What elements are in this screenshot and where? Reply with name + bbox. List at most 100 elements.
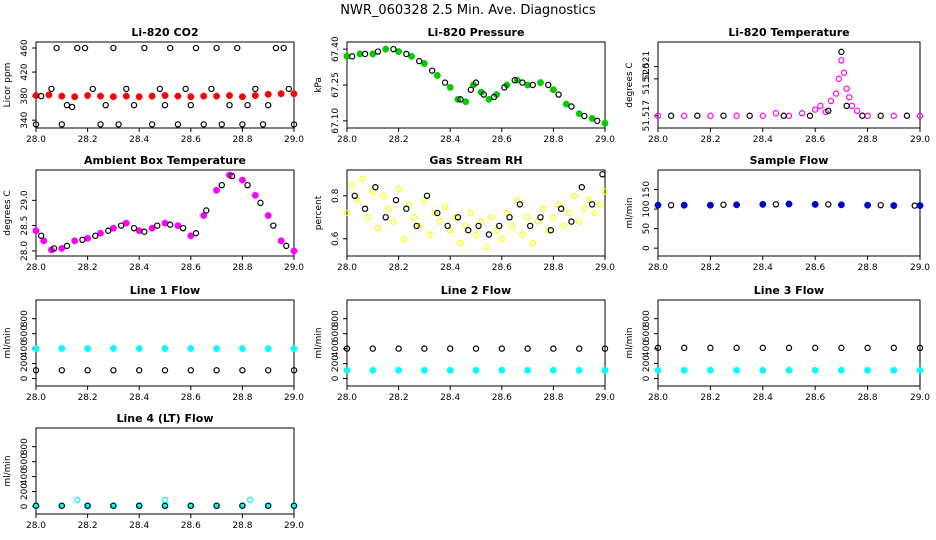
data-point: [395, 345, 402, 352]
data-point: [290, 247, 298, 255]
x-tick-label: 29.0: [284, 135, 304, 145]
data-point: [519, 79, 526, 86]
data-point: [372, 183, 379, 191]
data-point: [601, 345, 609, 352]
series-black: [351, 171, 606, 238]
data-point: [203, 207, 210, 214]
x-tick-label: 29.0: [284, 521, 304, 531]
data-point: [490, 93, 498, 101]
data-point: [244, 181, 251, 189]
data-point: [511, 77, 518, 84]
data-point: [413, 222, 420, 230]
data-point: [238, 93, 246, 101]
data-point: [441, 203, 449, 210]
data-point: [785, 112, 793, 119]
data-point: [506, 214, 513, 221]
series-cyan: [654, 366, 924, 374]
x-tick-label: 29.0: [595, 135, 615, 145]
chart-panel-9: Line 3 Flow ml/min 28.0 28.2 28.4 28.6 28.8 29.…: [625, 284, 930, 403]
data-point: [37, 92, 45, 100]
data-point: [596, 201, 604, 208]
data-point: [187, 345, 195, 352]
x-tick-label: 28.8: [232, 263, 252, 273]
data-point: [239, 502, 246, 509]
data-point: [252, 85, 259, 93]
y-tick-label: 800: [331, 310, 341, 327]
y-tick-label: 400: [20, 340, 30, 357]
data-point: [400, 235, 407, 242]
chart-panel-5: Gas Stream RH percent 28.0 28.2 28.4 28.6 28.8…: [314, 154, 615, 273]
data-point: [555, 91, 562, 98]
x-tick-label: 28.2: [78, 393, 98, 403]
data-point: [846, 94, 853, 101]
data-point: [182, 85, 189, 93]
plot-frame: [35, 169, 295, 257]
data-point: [161, 367, 169, 374]
x-tick-label: 28.4: [129, 135, 149, 145]
data-point: [382, 45, 390, 53]
series-black: [348, 45, 601, 125]
data-point: [187, 367, 194, 374]
data-point: [105, 227, 112, 234]
data-point: [420, 366, 428, 374]
data-point: [68, 103, 76, 111]
data-point: [447, 345, 454, 352]
data-point: [550, 214, 557, 221]
y-tick-label: 0: [20, 503, 30, 509]
data-point: [290, 345, 298, 353]
data-point: [733, 344, 740, 352]
data-point: [545, 226, 552, 234]
data-point: [148, 121, 156, 128]
data-point: [392, 196, 400, 204]
data-point: [58, 121, 66, 128]
data-point: [733, 366, 741, 374]
data-point: [213, 92, 221, 100]
data-point: [351, 192, 358, 199]
data-point: [545, 81, 552, 89]
data-point: [667, 201, 675, 209]
chart-panel-7: Line 1 Flow ml/min 28.0 28.2 28.4 28.6 28.8 29.…: [3, 284, 304, 403]
series-black: [32, 367, 298, 374]
data-point: [496, 222, 503, 230]
data-point: [568, 218, 575, 225]
data-point: [390, 45, 397, 53]
chart-panel-8: Line 2 Flow ml/min 28.0 28.2 28.4 28.6 28.8 29.…: [314, 284, 615, 403]
data-point: [239, 367, 246, 374]
data-point: [403, 205, 410, 212]
x-tick-label: 28.0: [337, 393, 357, 403]
data-point: [213, 502, 220, 509]
y-tick-label: 0: [642, 245, 652, 251]
data-point: [537, 79, 544, 87]
data-point: [441, 79, 449, 86]
data-point: [218, 121, 225, 128]
data-point: [601, 119, 609, 127]
data-point: [426, 231, 433, 238]
data-point: [385, 205, 392, 212]
data-point: [465, 226, 472, 234]
data-point: [179, 224, 187, 232]
data-point: [81, 44, 89, 52]
x-tick-label: 28.6: [492, 393, 512, 403]
y-tick-label: 400: [20, 468, 30, 485]
chart-panel-4: Ambient Box Temperature degrees C 28.0 28.2…: [3, 154, 304, 273]
data-point: [192, 44, 200, 52]
y-axis-label: ml/min: [314, 327, 324, 358]
data-point: [110, 44, 117, 52]
data-point: [581, 205, 588, 212]
data-point: [154, 222, 161, 229]
data-point: [361, 205, 369, 212]
data-point: [32, 367, 40, 374]
data-point: [251, 92, 259, 99]
data-point: [560, 222, 567, 230]
plot-frame: [346, 169, 606, 257]
data-point: [45, 91, 53, 99]
chart-title: Li-820 Temperature: [728, 26, 849, 39]
data-point: [74, 496, 81, 503]
data-point: [265, 367, 272, 374]
x-tick-label: 29.0: [595, 263, 615, 273]
data-point: [364, 214, 371, 221]
data-point: [265, 502, 272, 509]
y-axis-label: kPa: [314, 77, 324, 93]
data-point: [890, 366, 898, 374]
x-tick-label: 28.0: [26, 521, 46, 531]
